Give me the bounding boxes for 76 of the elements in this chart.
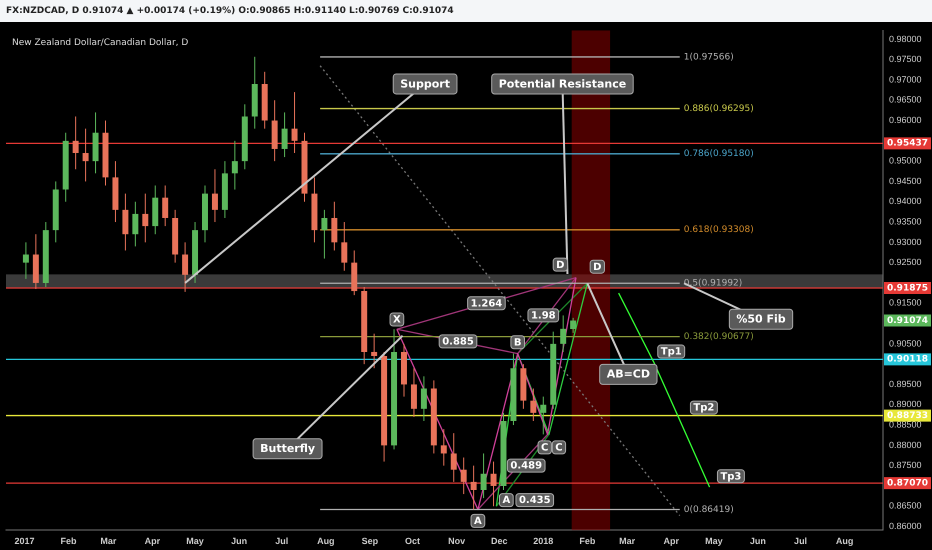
annotation: 1.98 [530, 310, 556, 322]
y-tick-label: 0.94000 [889, 196, 922, 206]
annotation: Support [400, 77, 450, 90]
x-tick-label: Jun [231, 536, 248, 546]
y-tick-label: 0.96000 [889, 115, 922, 126]
y-tick-label: 0.97500 [889, 54, 922, 64]
x-tick-label: Mar [100, 536, 117, 546]
x-tick-label: Oct [405, 536, 420, 546]
x-tick-label: Jul [275, 536, 288, 546]
ref-line-label: 0.95437 [887, 138, 928, 149]
annotation: A [474, 516, 482, 527]
text: 0.91074 [887, 316, 928, 326]
x-tick-label: Apr [144, 536, 161, 546]
annotation: B [514, 337, 522, 348]
x-tick-label: Feb [579, 536, 596, 546]
y-tick-label: 0.88000 [889, 440, 922, 450]
y-tick-label: 0.93000 [889, 236, 922, 247]
annotation: 0.435 [518, 495, 551, 506]
ref-line-label: 0.90118 [887, 354, 928, 365]
text: New Zealand Dollar/Canadian Dollar, D [12, 38, 188, 48]
y-tick-label: 0.93500 [889, 216, 922, 227]
series-label: 0.382(0.90677) [684, 332, 754, 342]
y-tick-label: 0.90500 [889, 338, 922, 348]
x-tick-label: Mar [619, 536, 636, 546]
y-tick-label: 0.92500 [889, 257, 922, 268]
x-tick-label: Jun [750, 536, 766, 546]
annotation: AB=CD [606, 368, 650, 381]
annotation: Butterfly [260, 442, 316, 456]
x-tick-label: Nov [448, 536, 466, 546]
ref-line-label: 0.88733 [887, 410, 928, 421]
y-tick-label: 0.87500 [889, 460, 922, 470]
x-tick-label: Aug [836, 536, 854, 546]
annotation: Tp3 [720, 471, 742, 482]
x-tick-label: May [705, 536, 723, 546]
annotation: 0.489 [510, 460, 542, 472]
x-tick-label: Apr [663, 536, 680, 546]
y-tick-label: 0.98000 [889, 34, 922, 44]
ref-line-label: 0.87070 [887, 478, 928, 488]
x-tick-label: Sep [362, 536, 379, 546]
x-tick-label: Feb [60, 536, 78, 546]
y-tick-label: 0.89000 [889, 399, 922, 410]
annotation: A [502, 495, 510, 506]
y-tick-label: 0.91500 [889, 298, 922, 308]
x-tick-label: Dec [490, 536, 508, 546]
annotation: C [555, 442, 563, 454]
annotation: %50 Fib [736, 312, 786, 326]
x-tick-label: 2018 [533, 536, 554, 546]
series-label: 0(0.86419) [684, 504, 734, 515]
series-label: 0.786(0.95180) [684, 149, 754, 160]
x-tick-label: Jul [794, 536, 808, 546]
x-tick-label: May [186, 536, 204, 546]
y-tick-label: 0.96500 [889, 94, 922, 105]
y-tick-label: 0.89500 [889, 378, 922, 389]
y-tick-label: 0.88500 [889, 420, 922, 430]
y-tick-label: 0.95000 [889, 156, 922, 166]
annotation: D [593, 262, 602, 273]
annotation: Tp2 [693, 402, 714, 414]
series-label: 0.618(0.93308) [684, 225, 754, 236]
series-label: 0.886(0.96295) [684, 104, 754, 114]
annotation: X [393, 314, 402, 326]
annotation: 1.264 [470, 298, 502, 310]
x-tick-label: Aug [317, 536, 335, 546]
y-tick-label: 0.94500 [889, 176, 922, 186]
series-label: 0.5(0.91992) [684, 278, 742, 289]
annotation: Potential Resistance [498, 77, 626, 90]
x-tick-label: 2017 [14, 536, 34, 546]
series-label: 1(0.97566) [684, 52, 734, 62]
y-tick-label: 0.86000 [889, 521, 922, 532]
ref-line-label: 0.91875 [887, 283, 928, 294]
annotation: Tp1 [660, 346, 682, 358]
annotation: C [541, 442, 548, 454]
y-tick-label: 0.86500 [889, 500, 922, 511]
y-tick-label: 0.97000 [889, 74, 922, 84]
annotation: D [556, 260, 564, 271]
annotation: 0.885 [442, 336, 474, 348]
text: FX:NZDCAD, D 0.91074 ▲ +0.00174 (+0.19%) O:0.90865 H:0.91140 L:0.90769 C:0.91074 [6, 6, 454, 16]
